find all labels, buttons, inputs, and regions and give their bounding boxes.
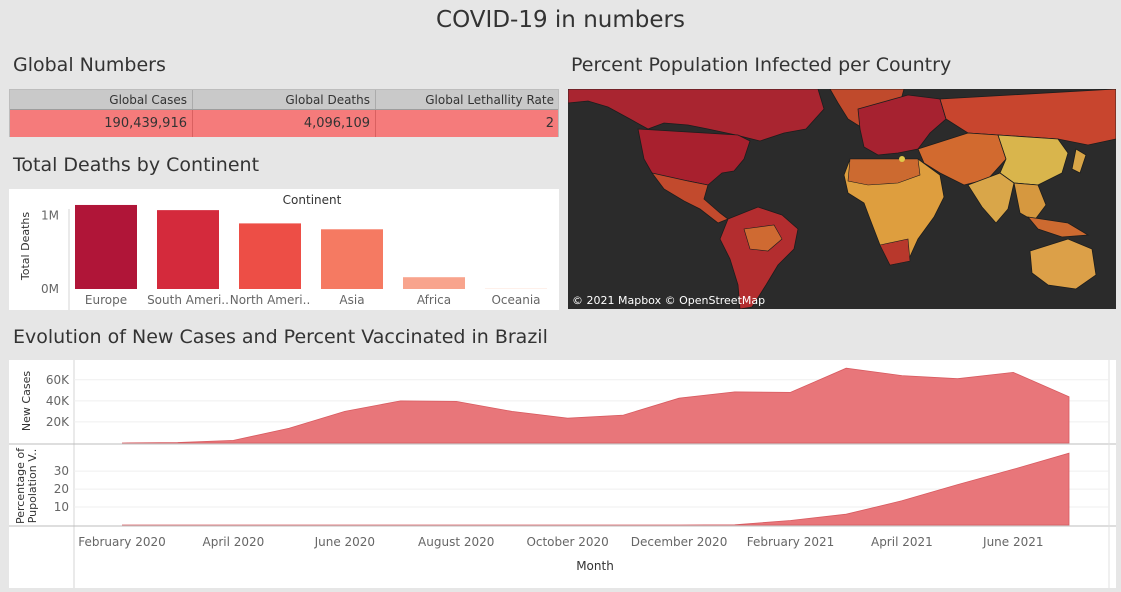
- bar-europe[interactable]: [75, 204, 137, 289]
- brazil-chart-panel: New Cases Percentage of Pupolation V.. 6…: [9, 360, 1116, 588]
- bar-southameri[interactable]: [157, 210, 219, 289]
- global-numbers-table: Global Cases Global Deaths Global Lethal…: [9, 89, 559, 137]
- header-global-deaths[interactable]: Global Deaths: [193, 90, 376, 109]
- china-region: [997, 134, 1069, 186]
- map-heading: Percent Population Infected per Country: [571, 54, 952, 76]
- new-cases-axis-label: New Cases: [20, 371, 33, 431]
- india-region: [967, 172, 1015, 224]
- x-tick-label: North Ameri..: [230, 293, 311, 307]
- world-map[interactable]: © 2021 Mapbox © OpenStreetMap: [568, 89, 1116, 309]
- continent-heading: Total Deaths by Continent: [13, 154, 260, 176]
- x-tick-label: December 2020: [631, 535, 728, 549]
- y-tick-label: 20K: [46, 415, 70, 429]
- header-global-lethality[interactable]: Global Lethallity Rate: [425, 92, 554, 107]
- value-global-cases: 190,439,916: [10, 110, 193, 137]
- indonesia-region: [1027, 216, 1090, 238]
- australia-region: [1029, 238, 1097, 290]
- y-tick-label: 30: [54, 464, 69, 478]
- north-africa-region: [847, 158, 921, 186]
- x-tick-label: Africa: [417, 293, 451, 307]
- x-tick-label: Europe: [85, 293, 127, 307]
- header-global-cases[interactable]: Global Cases: [10, 90, 193, 109]
- canada-region: [568, 89, 825, 142]
- x-tick-label: Oceania: [491, 293, 540, 307]
- southeast-asia-region: [1013, 182, 1047, 222]
- y-tick-label: 1M: [41, 208, 59, 222]
- continent-bar-chart[interactable]: Continent Total Deaths 1M 0M Europe South A…: [9, 189, 559, 310]
- total-deaths-axis-label: Total Deaths: [19, 212, 32, 281]
- y-tick-label: 60K: [46, 373, 70, 387]
- x-tick-label: August 2020: [418, 535, 494, 549]
- japan-region: [1071, 148, 1087, 174]
- percent-vaccinated-axis-label-line1: Percentage of: [14, 447, 27, 524]
- y-tick-label: 40K: [46, 394, 70, 408]
- brazil-heading: Evolution of New Cases and Percent Vacci…: [13, 326, 548, 348]
- value-global-deaths: 4,096,109: [193, 110, 376, 137]
- x-tick-label: February 2020: [78, 535, 166, 549]
- value-global-lethality: 2: [545, 116, 554, 131]
- map-attribution: © 2021 Mapbox © OpenStreetMap: [572, 294, 766, 307]
- table-header-row: Global Cases Global Deaths Global Lethal…: [10, 90, 558, 110]
- x-tick-label: April 2020: [203, 535, 265, 549]
- x-tick-label: June 2021: [982, 535, 1044, 549]
- brazil-area-chart[interactable]: New Cases Percentage of Pupolation V.. 6…: [9, 360, 1116, 588]
- y-tick-label: 10: [54, 500, 69, 514]
- south-africa-region: [879, 238, 911, 266]
- bar-africa[interactable]: [403, 277, 465, 289]
- usa-region: [637, 128, 751, 186]
- new-cases-area[interactable]: [121, 367, 1070, 444]
- x-tick-label: June 2020: [314, 535, 376, 549]
- x-tick-label: February 2021: [747, 535, 835, 549]
- table-row[interactable]: 190,439,916 4,096,109 2: [10, 110, 558, 137]
- x-tick-label: South Ameri..: [147, 293, 229, 307]
- percent-vaccinated-axis-label-line2: Pupolation V..: [26, 449, 39, 524]
- x-tick-label: Asia: [339, 293, 364, 307]
- continent-axis-title: Continent: [283, 193, 342, 207]
- map-marker: [899, 156, 905, 162]
- x-tick-label: April 2021: [871, 535, 933, 549]
- bar-northameri[interactable]: [239, 223, 301, 289]
- percent-vaccinated-area[interactable]: [122, 452, 1070, 526]
- bar-asia[interactable]: [321, 229, 383, 289]
- bar-oceania[interactable]: [485, 288, 547, 290]
- y-tick-label: 0M: [41, 282, 59, 296]
- world-map-svg: [568, 89, 1116, 309]
- continent-chart-panel: Continent Total Deaths 1M 0M Europe South A…: [9, 189, 559, 310]
- y-tick-label: 20: [54, 482, 69, 496]
- dashboard-title: COVID-19 in numbers: [436, 7, 685, 33]
- south-america-north-region: [743, 224, 783, 252]
- x-tick-label: October 2020: [526, 535, 608, 549]
- month-axis-title: Month: [576, 559, 614, 573]
- global-numbers-heading: Global Numbers: [13, 54, 166, 76]
